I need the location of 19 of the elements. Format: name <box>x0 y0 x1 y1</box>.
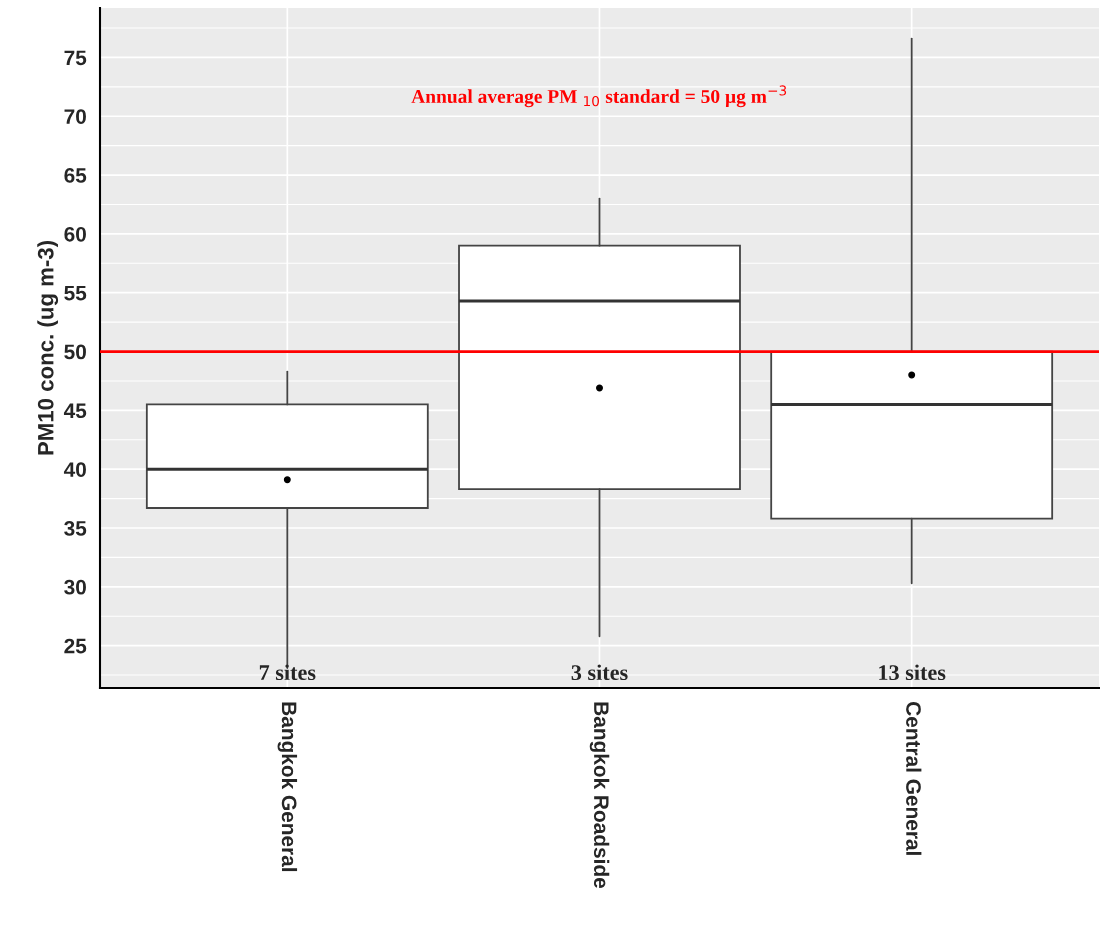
ref-line-label: Annual average PM $_{10}$ standard = 50 µg m$^{−3}$ <box>411 85 787 108</box>
y-tick-label: 65 <box>64 168 87 183</box>
x-tick-label: Bangkok General <box>277 702 298 872</box>
y-tick-label: 30 <box>64 579 86 595</box>
annotation: 3 sites <box>571 664 628 681</box>
y-tick-label: 60 <box>64 226 86 242</box>
annotation: 7 sites <box>259 664 316 681</box>
y-tick-label: 25 <box>64 638 87 654</box>
y-axis-title: PM10 conc. (ug m-3) <box>37 241 59 455</box>
y-tick-label: 40 <box>63 462 86 477</box>
y-tick-label: 45 <box>63 403 87 419</box>
x-tick-label: Bangkok Roadside <box>589 702 610 889</box>
y-tick-label: 35 <box>64 521 87 536</box>
annotation: 13 sites <box>879 664 946 681</box>
x-tick-label: Central General <box>906 702 922 855</box>
y-tick-label: 75 <box>64 50 87 66</box>
y-tick-label: 50 <box>64 344 86 360</box>
y-tick-label: 70 <box>64 109 86 124</box>
y-tick-label: 55 <box>64 285 87 301</box>
